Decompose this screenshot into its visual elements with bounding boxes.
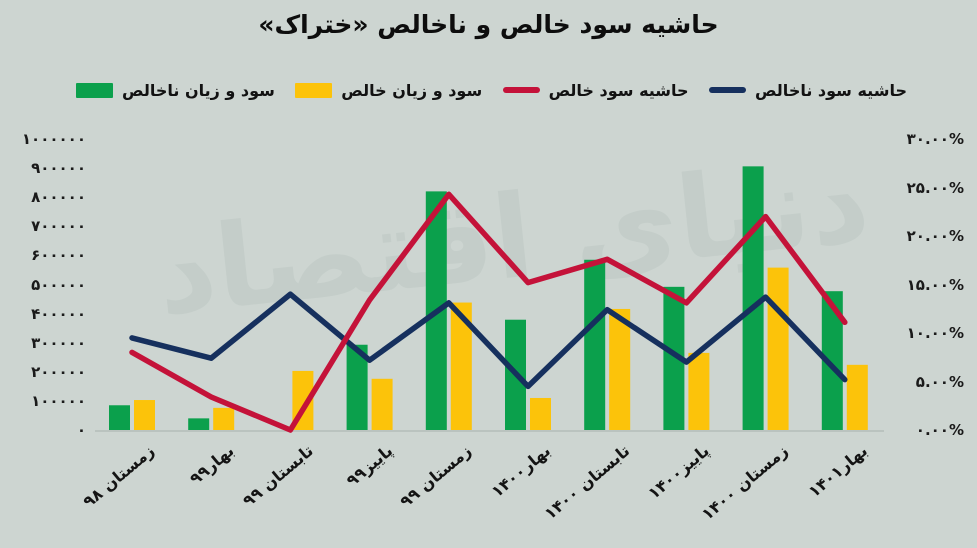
- right-axis-tick: ۱۵.۰۰%: [906, 275, 964, 294]
- legend-label: سود و زیان ناخالص: [122, 80, 275, 100]
- legend-line-swatch-icon: [502, 87, 540, 93]
- legend-bar-swatch-icon: [76, 82, 113, 98]
- legend-label: حاشیه سود ناخالص: [754, 80, 907, 100]
- gross-pl-bar: [821, 291, 843, 430]
- right-axis-tick: ۲۵.۰۰%: [906, 178, 964, 197]
- net-pl-bar: [530, 397, 551, 430]
- legend-label: سود و زیان خالص: [341, 80, 483, 100]
- net-pl-bar: [767, 267, 789, 430]
- gross-pl-bar: [663, 286, 685, 430]
- net-pl-bar: [450, 302, 472, 430]
- net-pl-bar: [134, 400, 155, 430]
- legend-item[interactable]: سود و زیان ناخالص: [76, 81, 275, 100]
- net-pl-bar: [846, 364, 868, 430]
- left-axis-tick: ۸۰۰۰۰۰: [31, 188, 86, 207]
- legend: سود و زیان ناخالص سود و زیان خالص حاشیه سو…: [76, 79, 907, 101]
- legend-item[interactable]: سود و زیان خالص: [295, 81, 482, 100]
- net-pl-bar: [371, 378, 393, 430]
- left-axis-tick: ۵۰۰۰۰۰: [31, 275, 86, 294]
- right-axis-tick: ۵.۰۰%: [915, 372, 964, 391]
- gross-pl-bar: [346, 344, 368, 430]
- gross-pl-bar: [584, 259, 606, 430]
- net-pl-bar: [213, 407, 235, 430]
- gross-pl-bar: [188, 418, 210, 430]
- left-axis-tick: ۱۰۰۰۰۰: [31, 391, 86, 410]
- left-axis-tick: ۴۰۰۰۰۰: [31, 304, 86, 323]
- legend-bar-swatch-icon: [295, 82, 333, 98]
- left-axis-tick: ۹۰۰۰۰۰: [31, 159, 86, 178]
- legend-line-swatch-icon: [708, 87, 746, 93]
- right-axis-tick: ۳۰.۰۰%: [906, 130, 964, 148]
- left-axis-tick: ۱۰۰۰۰۰۰: [21, 130, 86, 148]
- left-axis-tick: ۷۰۰۰۰۰: [31, 217, 86, 236]
- chart-title: حاشیه سود خالص و ناخالص «ختراک»: [258, 10, 719, 39]
- net-pl-bar: [688, 352, 710, 430]
- left-axis-tick: ۲۰۰۰۰۰: [31, 362, 86, 381]
- legend-label: حاشیه سود خالص: [548, 80, 689, 100]
- right-axis-tick: ۰.۰۰%: [915, 421, 964, 439]
- right-axis-tick: ۱۰.۰۰%: [906, 324, 964, 342]
- right-axis-tick: ۲۰.۰۰%: [906, 227, 964, 245]
- net-pl-bar: [609, 308, 631, 430]
- legend-item[interactable]: حاشیه سود ناخالص: [708, 80, 907, 100]
- left-axis-tick: ۶۰۰۰۰۰: [31, 246, 86, 265]
- gross-margin-line: [129, 291, 848, 390]
- left-axis-tick: ۳۰۰۰۰۰: [31, 333, 86, 352]
- left-axis-tick: ۰: [76, 421, 86, 439]
- net-margin-line: [129, 191, 848, 433]
- legend-item[interactable]: حاشیه سود خالص: [502, 80, 689, 100]
- gross-pl-bar: [109, 405, 130, 430]
